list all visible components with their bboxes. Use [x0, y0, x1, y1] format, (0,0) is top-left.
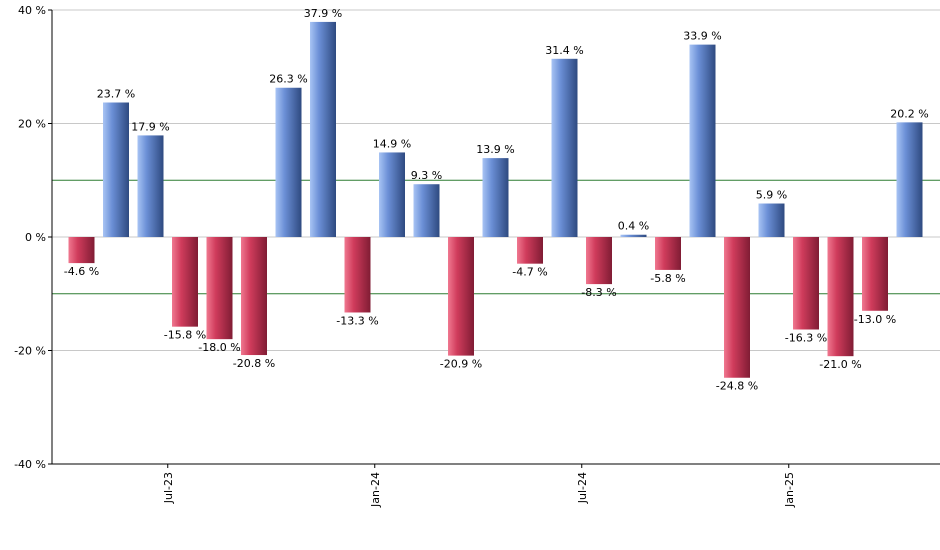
data-label: -20.8 %	[233, 357, 275, 370]
data-label: -5.8 %	[650, 272, 685, 285]
data-label: -13.3 %	[336, 314, 378, 327]
bar	[206, 237, 233, 340]
bar	[413, 184, 440, 237]
data-label: 17.9 %	[131, 120, 169, 133]
data-label: -4.7 %	[512, 266, 547, 279]
y-tick-label: 0 %	[25, 231, 46, 244]
y-tick-label: -20 %	[14, 345, 46, 358]
x-tick-label: Jul-23	[162, 472, 175, 504]
bar	[758, 203, 785, 237]
data-label: -21.0 %	[819, 358, 861, 371]
bar	[344, 237, 371, 313]
bar	[517, 237, 543, 264]
bar	[827, 237, 854, 357]
data-label: -24.8 %	[716, 380, 758, 393]
x-tick-label: Jan-25	[783, 472, 796, 508]
bar	[862, 237, 888, 311]
bar	[241, 237, 267, 356]
data-label: 0.4 %	[618, 220, 649, 233]
bar	[586, 237, 612, 285]
data-label: -18.0 %	[198, 341, 240, 354]
y-tick-label: 40 %	[18, 4, 46, 17]
data-label: -16.3 %	[785, 332, 827, 345]
x-tick-label: Jan-24	[369, 472, 382, 508]
data-label: 14.9 %	[373, 137, 411, 150]
bar	[482, 158, 509, 237]
data-labels: -4.6 % 23.7 % 17.9 % -15.8 %-18.0 % -20.8 % 2…	[64, 7, 929, 393]
bar	[896, 122, 923, 237]
bar	[689, 44, 716, 238]
bar	[793, 237, 819, 330]
data-label: -20.9 %	[440, 358, 482, 371]
x-tick-label: Jul-24	[576, 472, 589, 504]
data-label: -8.3 %	[581, 286, 616, 299]
bars	[68, 21, 923, 378]
data-label: -4.6 %	[64, 265, 99, 278]
data-label: 20.2 %	[890, 107, 928, 120]
bar	[275, 87, 302, 237]
data-label: -15.8 %	[164, 329, 206, 342]
data-label: 23.7 %	[97, 88, 135, 101]
bar	[310, 21, 336, 238]
bar	[379, 152, 405, 237]
data-label: -13.0 %	[854, 313, 896, 326]
data-label: 5.9 %	[756, 189, 787, 202]
bar	[68, 237, 95, 264]
data-label: 9.3 %	[411, 169, 442, 182]
data-label: 33.9 %	[683, 30, 721, 43]
bar	[172, 237, 198, 327]
data-label: 26.3 %	[269, 73, 307, 86]
y-tick-label: -40 %	[14, 458, 46, 471]
bar	[448, 237, 474, 356]
y-tick-label: 20 %	[18, 118, 46, 131]
data-label: 31.4 %	[545, 44, 583, 57]
bar	[620, 234, 647, 237]
bar	[655, 237, 681, 270]
data-label: 13.9 %	[476, 143, 514, 156]
bar	[103, 102, 129, 237]
bar	[137, 135, 164, 237]
axes: 40 % 20 % 0 % -20 % -40 % Jul-23 Jan-24 Jul-24 J…	[14, 4, 940, 508]
data-label: 37.9 %	[304, 7, 342, 20]
bar	[724, 237, 750, 378]
bar	[551, 58, 578, 238]
